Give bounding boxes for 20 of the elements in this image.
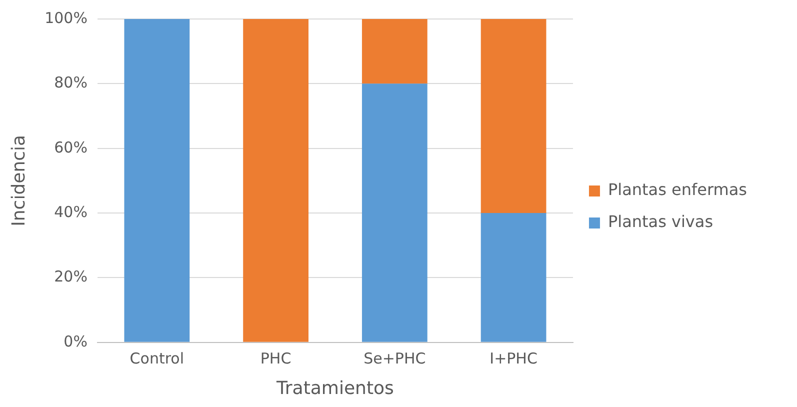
bar — [480, 19, 546, 214]
x-axis-title: Tratamientos — [276, 378, 394, 399]
bar — [124, 19, 190, 342]
legend-label: Plantas enfermas — [608, 180, 748, 200]
y-tick-label: 80% — [54, 74, 88, 92]
bar — [480, 213, 546, 342]
y-axis-title: Incidencia — [8, 134, 30, 226]
legend-label: Plantas vivas — [608, 212, 714, 232]
y-tick-label: 100% — [44, 8, 88, 27]
x-tick-label: Se+PHC — [364, 349, 426, 368]
x-tick-label: Control — [130, 349, 184, 368]
y-tick-label: 0% — [64, 332, 88, 350]
y-tick-label: 40% — [54, 202, 88, 221]
y-tick-label: 60% — [54, 138, 88, 156]
bar — [362, 19, 428, 84]
bar — [243, 19, 308, 342]
x-tick-label: I+PHC — [490, 349, 538, 368]
x-tick-label: PHC — [260, 349, 292, 368]
bar — [362, 84, 428, 342]
y-tick-label: 20% — [54, 268, 88, 286]
